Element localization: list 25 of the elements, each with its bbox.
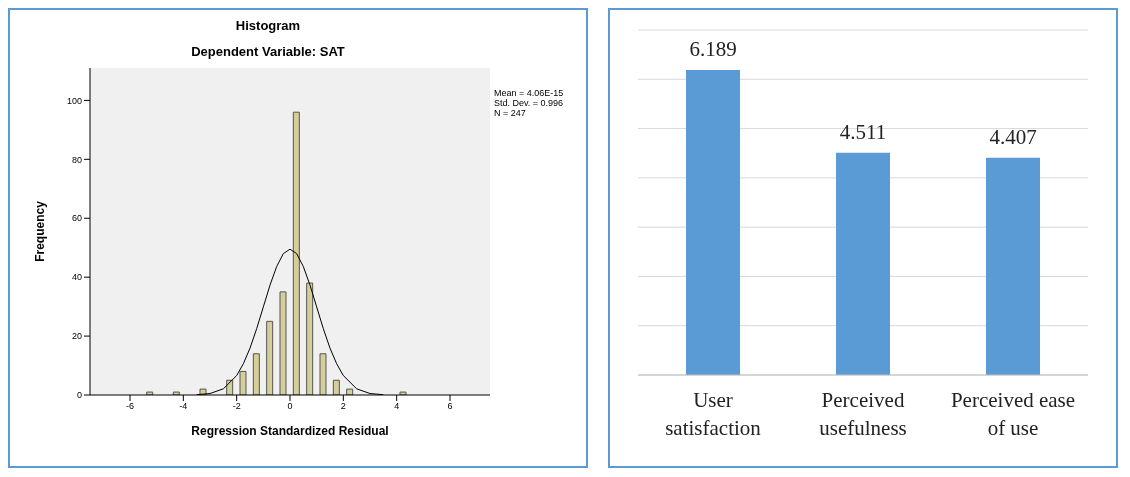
x-tick-label: 4 — [394, 401, 400, 412]
x-tick-label: User satisfaction — [665, 388, 762, 440]
text: Std. Dev. = 0.996 — [494, 98, 564, 108]
y-tick-label: 100 — [66, 95, 82, 106]
x-axis-title: Regression Standardized Residual — [191, 424, 389, 438]
data-label: 4.407 — [989, 124, 1037, 149]
x-tick-label: Perceived usefulness — [819, 388, 907, 440]
x-tick-label: 0 — [287, 401, 293, 412]
x-tick-label: 6 — [447, 401, 453, 412]
x-tick-label: -6 — [125, 401, 135, 412]
data-label: 4.511 — [839, 119, 887, 144]
x-tick-label: -2 — [232, 401, 241, 412]
y-tick-label: 80 — [71, 154, 82, 165]
y-tick-label: 40 — [71, 272, 82, 283]
y-axis-title: Frequency — [33, 200, 48, 262]
y-tick-label: 20 — [71, 331, 82, 342]
text: Mean = 4.06E-15 — [494, 88, 564, 98]
x-tick-label: Perceived ease of use — [950, 388, 1076, 440]
x-tick-label: 2 — [340, 401, 346, 412]
data-label: 6.189 — [689, 36, 737, 61]
chart-title: Histogram — [234, 18, 302, 33]
chart-subtitle: Dependent Variable: SAT — [190, 44, 346, 59]
y-tick-label: 60 — [71, 213, 82, 224]
x-tick-label: -4 — [179, 401, 188, 412]
text: N = 247 — [494, 108, 527, 118]
